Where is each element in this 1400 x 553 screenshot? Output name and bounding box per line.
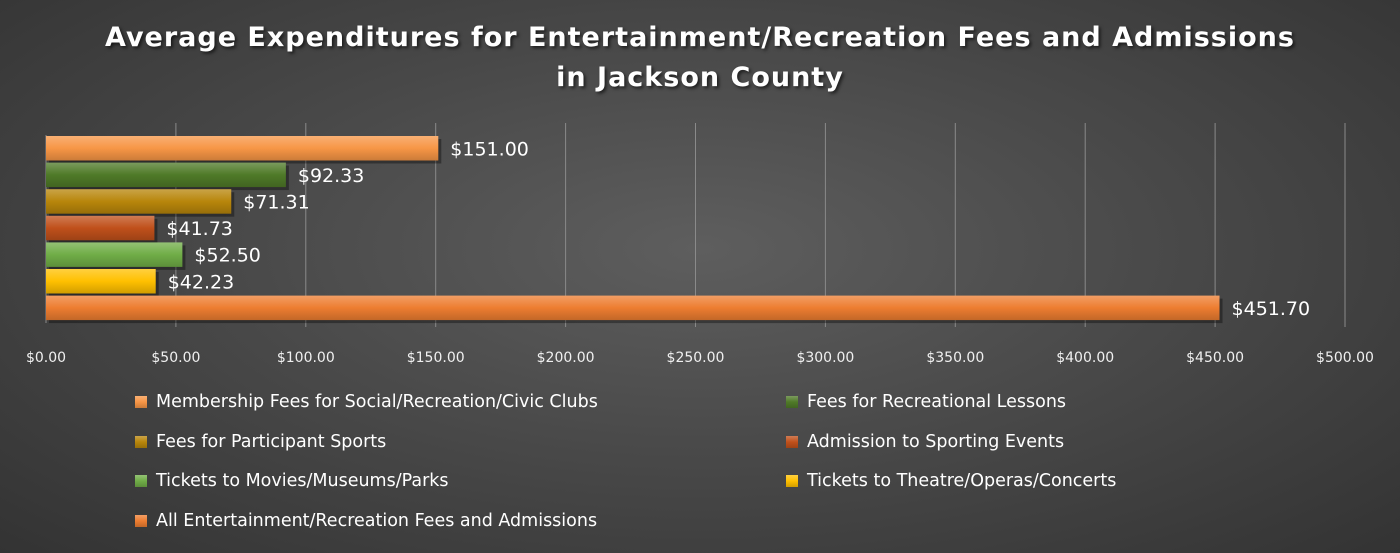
data-label: $42.23 <box>168 271 234 293</box>
x-tick-label: $0.00 <box>26 350 66 366</box>
bar <box>46 215 155 241</box>
bar <box>46 295 1220 321</box>
bar <box>46 136 439 161</box>
legend-label: Fees for Participant Sports <box>156 431 387 452</box>
x-tick-label: $350.00 <box>926 350 984 366</box>
x-tick-label: $450.00 <box>1186 350 1244 366</box>
legend-item: Tickets to Theatre/Operas/Concerts <box>786 471 1116 491</box>
x-tick-label: $50.00 <box>151 350 200 366</box>
legend-swatch <box>135 396 147 408</box>
x-tick-label: $400.00 <box>1056 350 1114 366</box>
x-tick-label: $150.00 <box>407 350 465 366</box>
legend-label: Tickets to Theatre/Operas/Concerts <box>807 471 1117 491</box>
legend-item: Fees for Participant Sports <box>135 432 386 452</box>
legend-label: All Entertainment/Recreation Fees and Ad… <box>156 510 598 531</box>
legend-swatch <box>786 435 798 448</box>
legend-label: Fees for Recreational Lessons <box>807 392 1067 412</box>
legend-label: Membership Fees for Social/Recreation/Ci… <box>156 392 598 412</box>
chart-title: Average Expenditures for Entertainment/R… <box>105 22 1295 93</box>
data-label: $71.31 <box>243 191 309 213</box>
x-tick-label: $300.00 <box>796 350 854 366</box>
legend-item: Tickets to Movies/Museums/Parks <box>135 471 449 491</box>
bar <box>46 242 183 267</box>
data-label: $151.00 <box>450 138 529 160</box>
data-label: $52.50 <box>194 245 260 267</box>
legend-swatch <box>135 435 147 448</box>
legend-swatch <box>786 475 798 487</box>
bar <box>46 162 286 188</box>
x-tick-label: $500.00 <box>1316 350 1374 366</box>
legend-swatch <box>786 396 798 408</box>
legend-label: Admission to Sporting Events <box>807 431 1065 452</box>
bar <box>46 269 156 294</box>
data-label: $41.73 <box>166 218 232 240</box>
legend-item: Admission to Sporting Events <box>786 432 1064 452</box>
x-tick-label: $200.00 <box>537 350 595 366</box>
legend-item: All Entertainment/Recreation Fees and Ad… <box>135 511 597 531</box>
legend-item: Membership Fees for Social/Recreation/Ci… <box>135 392 598 412</box>
legend-swatch <box>135 475 147 487</box>
data-label: $92.33 <box>298 165 364 187</box>
data-label: $451.70 <box>1232 298 1311 320</box>
legend-label: Tickets to Movies/Museums/Parks <box>156 471 449 491</box>
x-tick-label: $100.00 <box>277 350 335 366</box>
legend-swatch <box>135 514 147 527</box>
legend-item: Fees for Recreational Lessons <box>786 392 1066 412</box>
chart-plot: $151.00 $92.33 $71.31 $41.73 $52.50 $42.23 $45… <box>26 123 1374 366</box>
bar <box>46 189 232 214</box>
x-tick-label: $250.00 <box>667 350 725 366</box>
